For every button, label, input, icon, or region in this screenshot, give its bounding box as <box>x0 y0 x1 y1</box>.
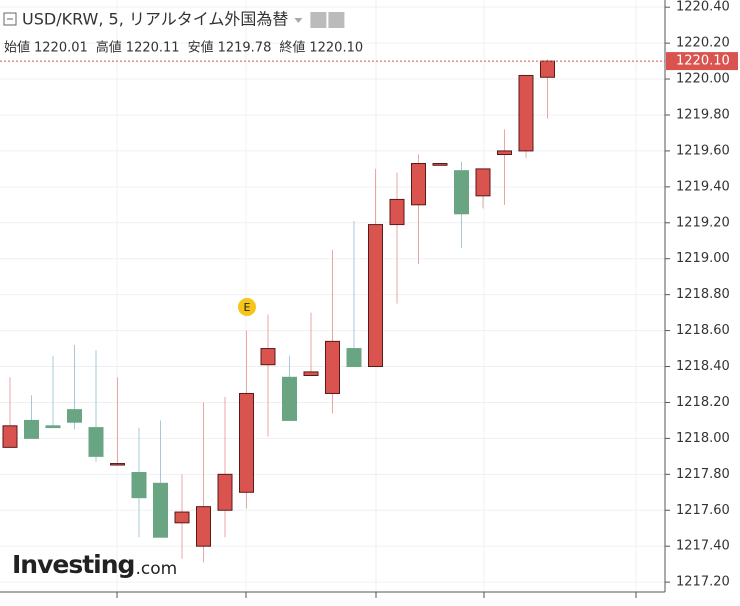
candle-body <box>110 463 125 466</box>
settings-icon[interactable] <box>328 12 345 28</box>
ohlc-value: 1219.78 <box>218 41 272 56</box>
candle-body <box>540 60 555 78</box>
candle-body <box>303 371 319 377</box>
y-tick-label: 1217.20 <box>676 575 730 590</box>
dropdown-arrow <box>294 18 303 23</box>
event-marker[interactable] <box>238 298 256 316</box>
candle-body <box>346 348 362 368</box>
ohlc-name: 安値 <box>188 40 214 56</box>
y-tick-label: 1218.20 <box>676 395 730 410</box>
chart-title: USD/KRW, 5, リアルタイム外国為替 <box>22 10 288 29</box>
ohlc-value: 1220.10 <box>309 41 363 56</box>
candle-body <box>2 425 18 448</box>
y-tick-label: 1220.20 <box>676 36 730 51</box>
candle-body <box>88 427 104 457</box>
last-price-label: 1220.10 <box>676 54 730 69</box>
watermark-name: Investing <box>12 550 134 579</box>
candle-body <box>497 150 512 156</box>
candle-body <box>518 74 534 152</box>
event-marker-label: E <box>244 301 251 314</box>
candle-body <box>389 198 405 226</box>
y-tick-label: 1218.60 <box>676 323 730 338</box>
candle-body <box>45 425 61 429</box>
settings-icon[interactable] <box>310 12 327 28</box>
watermark-suffix: .com <box>135 559 177 579</box>
y-tick-label: 1217.60 <box>676 503 730 518</box>
candle-body <box>260 348 276 366</box>
y-tick-label: 1217.80 <box>676 467 730 482</box>
y-tick-label: 1219.00 <box>676 251 730 266</box>
candle-body <box>67 409 82 423</box>
y-tick-label: 1217.40 <box>676 539 730 554</box>
ohlc-value: 1220.11 <box>126 41 180 56</box>
candle-body <box>411 162 426 206</box>
candle-body <box>325 340 340 394</box>
watermark: Investing .com <box>12 550 177 579</box>
ohlc-value: 1220.01 <box>34 41 88 56</box>
candle-body <box>454 170 469 215</box>
candle-body <box>24 419 39 439</box>
x-ticks <box>116 592 637 598</box>
y-tick-label: 1219.40 <box>676 179 730 194</box>
ohlc-header: 始値 1220.01 高値 1220.11 安値 1219.78 終値 1220.10 <box>4 40 363 56</box>
ohlc-name: 高値 <box>96 40 122 56</box>
y-tick-label: 1220.00 <box>676 72 730 87</box>
y-tick-label: 1218.40 <box>676 359 730 374</box>
y-tick-label: 1219.60 <box>676 143 730 158</box>
candle-body <box>282 376 297 421</box>
collapse-icon[interactable] <box>3 12 17 26</box>
candle-body <box>131 472 147 499</box>
y-ticks: 1217.20 1217.40 1217.60 1217.80 1218.00 1218.… <box>665 0 730 590</box>
ohlc-name: 始値 <box>4 40 30 56</box>
y-tick-label: 1218.80 <box>676 287 730 302</box>
candle-body <box>153 482 168 538</box>
candle-body <box>196 506 211 547</box>
y-tick-label: 1219.80 <box>676 107 730 122</box>
candle-body <box>174 511 190 524</box>
y-tick-label: 1220.40 <box>676 0 730 15</box>
candle-body <box>368 224 383 368</box>
candle-body <box>432 162 448 166</box>
candle-body <box>239 392 254 493</box>
y-tick-label: 1219.20 <box>676 215 730 230</box>
candles <box>2 59 555 563</box>
candle-body <box>475 168 491 197</box>
y-tick-label: 1218.00 <box>676 431 730 446</box>
candle-body <box>217 473 233 511</box>
last-price-box <box>666 52 738 71</box>
ohlc-name: 終値 <box>279 40 305 56</box>
